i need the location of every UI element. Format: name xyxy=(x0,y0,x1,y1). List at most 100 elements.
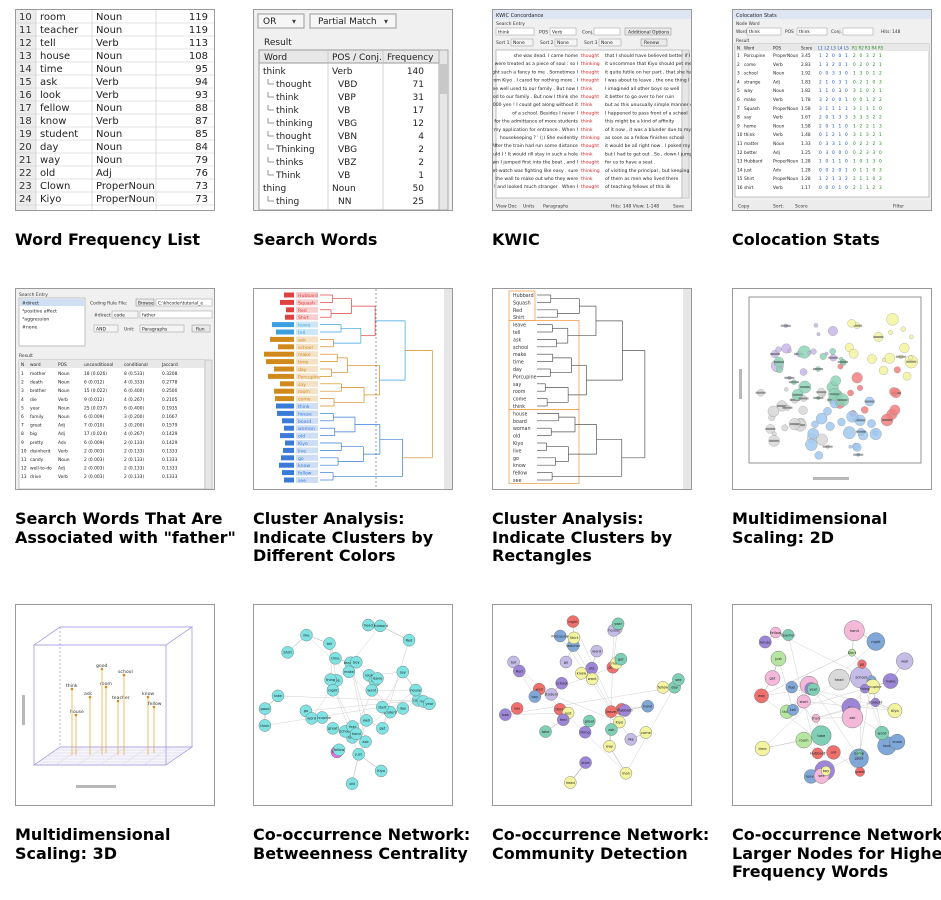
thumbnail-cluster-colors[interactable]: Hubbard Squash Red Shirt leave tell ask school m… xyxy=(253,288,453,490)
word-point xyxy=(852,443,862,452)
thumbnail-search-words[interactable]: OR ▾ Partial Match ▾ Result Word POS / Conj. Fr… xyxy=(253,9,453,211)
caption-network-frequency[interactable]: Co-occurrence Network: Larger Nodes for … xyxy=(732,825,941,881)
word-label-mark xyxy=(789,423,800,426)
caption-word-frequency[interactable]: Word Frequency List xyxy=(15,230,201,249)
node-label: make xyxy=(344,670,355,674)
thumbnail-mds-2d[interactable] xyxy=(732,288,932,490)
table-cell: well-to-do xyxy=(30,466,52,472)
word-point xyxy=(784,387,789,392)
network-node xyxy=(345,777,359,790)
count-cell: 0 xyxy=(853,79,856,85)
table-cell: 0.2105 xyxy=(162,397,178,403)
footer-item: Filter xyxy=(893,204,904,210)
left-context: the wall to make out who they were xyxy=(495,176,578,182)
count-cell: 0 xyxy=(845,150,848,156)
node-label: start xyxy=(800,700,809,704)
thumbnail-kwic[interactable]: KWIC Concordance Search Entry think POS Verb… xyxy=(492,9,692,211)
thumbnail-associated-words[interactable]: Search Entry #direct *positive affect *aggr… xyxy=(15,288,215,490)
count-cell: 2 xyxy=(873,53,876,59)
leaf-label: Red xyxy=(298,308,307,314)
pos-cell: Noun xyxy=(96,12,122,23)
pos-cell: ProperNoun xyxy=(773,159,799,165)
table-cell: Noun xyxy=(58,380,70,386)
row-number: 5 xyxy=(737,88,740,94)
word-cell: Kiyo xyxy=(40,194,61,205)
caption-kwic[interactable]: KWIC xyxy=(492,230,540,249)
count-cell: 0 xyxy=(819,167,822,173)
node-label: well xyxy=(536,687,543,691)
caption-search-words[interactable]: Search Words xyxy=(253,230,378,249)
thumbnail-network-betweenness[interactable]: studentroomtimegoodlookthinktellknowwayc… xyxy=(253,604,453,806)
leaf-label: Porcupine xyxy=(513,374,537,380)
count-cell: 3 xyxy=(866,53,869,59)
node-label: great xyxy=(585,719,595,723)
caption-mds-3d[interactable]: Multidimensional Scaling: 3D xyxy=(15,825,171,863)
count-cell: 3 xyxy=(879,176,882,182)
thumbnail-network-frequency[interactable]: student room time good look think tell know way c… xyxy=(732,604,932,806)
thumbnail-word-frequency[interactable]: 10 room Noun 119 11 teacher Noun 119 12 tell Verb 1… xyxy=(15,9,215,211)
score-cell: 1.58 xyxy=(801,123,811,129)
right-context: I was about to leave , the one thing I f… xyxy=(605,78,691,84)
frequency-cell: 25 xyxy=(413,197,424,207)
node-label: say xyxy=(514,707,521,711)
caption-colocation[interactable]: Colocation Stats xyxy=(732,230,880,249)
caption-mds-2d[interactable]: Multidimensional Scaling: 2D xyxy=(732,509,888,547)
table-cell: disinherit xyxy=(30,448,51,454)
pos-cell: Adj xyxy=(773,150,780,156)
caption-cluster-colors[interactable]: Cluster Analysis: Indicate Clusters by D… xyxy=(253,509,434,565)
frequency-cell: 2 xyxy=(418,158,424,168)
node-label: think xyxy=(782,710,792,714)
table-cell: 6 xyxy=(21,414,24,420)
table-cell: 4 (0.267) xyxy=(124,397,144,403)
table-background xyxy=(16,10,214,210)
code-select-value: code xyxy=(114,313,125,319)
file-path-value: C:\khcoder\tutorial_e xyxy=(158,301,203,307)
node-label: say xyxy=(400,670,407,674)
network-edge xyxy=(761,695,861,772)
node-label: want xyxy=(367,689,376,693)
word-label-mark xyxy=(798,397,809,400)
word-point xyxy=(816,332,821,337)
word-point xyxy=(847,319,856,328)
word-label-mark xyxy=(895,355,906,358)
node-label: fellow xyxy=(658,686,669,690)
row-number: 13 xyxy=(19,51,32,62)
count-cell: 1 xyxy=(866,176,869,182)
table-cell: pretty xyxy=(30,440,44,446)
word-cell: better xyxy=(744,150,757,156)
node-label: Red xyxy=(516,669,523,673)
leaf-label: say xyxy=(298,383,306,388)
left-context: were treated as a piece of soul : so I xyxy=(495,61,578,67)
caption-cluster-rectangles[interactable]: Cluster Analysis: Indicate Clusters by R… xyxy=(492,509,673,565)
count-cell: 1 xyxy=(866,106,869,112)
table-cell: 0.1333 xyxy=(162,466,178,472)
count-cell: 1 xyxy=(826,132,829,138)
label-highlight xyxy=(296,292,318,298)
count-cell: 2 xyxy=(873,62,876,68)
count-cell: 2 xyxy=(873,141,876,147)
node-label: thing xyxy=(326,678,335,682)
count-cell: 1 xyxy=(826,79,829,85)
thumbnail-mds-3d[interactable]: house room ask teacher school know fellow think… xyxy=(15,604,215,806)
table-cell: 0.1429 xyxy=(162,440,178,446)
pos-input xyxy=(549,27,577,36)
caption-network-community[interactable]: Co-occurrence Network: Community Detecti… xyxy=(492,825,710,863)
thumbnail-network-community[interactable]: studentroomtimegoodlookthinktellknowwayc… xyxy=(492,604,692,806)
column-header: Word xyxy=(744,46,755,51)
table-cell: 4 (0.333) xyxy=(124,380,144,386)
node-label: student xyxy=(869,701,883,705)
cube-top xyxy=(32,626,194,646)
caption-associated-words[interactable]: Search Words That Are Associated with "f… xyxy=(15,509,236,547)
row-number: 12 xyxy=(19,38,32,49)
word-label-mark xyxy=(755,391,766,394)
frequency-cell: 113 xyxy=(189,38,208,49)
thumbnail-cluster-rectangles[interactable]: Hubbard Squash Red Shirt leave tell ask school m… xyxy=(492,288,692,490)
word-label-mark xyxy=(776,404,787,407)
caption-network-betweenness[interactable]: Co-occurrence Network: Betweenness Centr… xyxy=(253,825,471,863)
word-cell: matter xyxy=(744,141,759,147)
thumbnail-colocation[interactable]: Colocation Stats Node Word Word think POS thi… xyxy=(732,9,932,211)
pos-cell: ProperNoun xyxy=(96,181,155,192)
network-node xyxy=(855,766,865,777)
keyword: think xyxy=(581,119,593,125)
node-label: boy xyxy=(532,695,539,699)
